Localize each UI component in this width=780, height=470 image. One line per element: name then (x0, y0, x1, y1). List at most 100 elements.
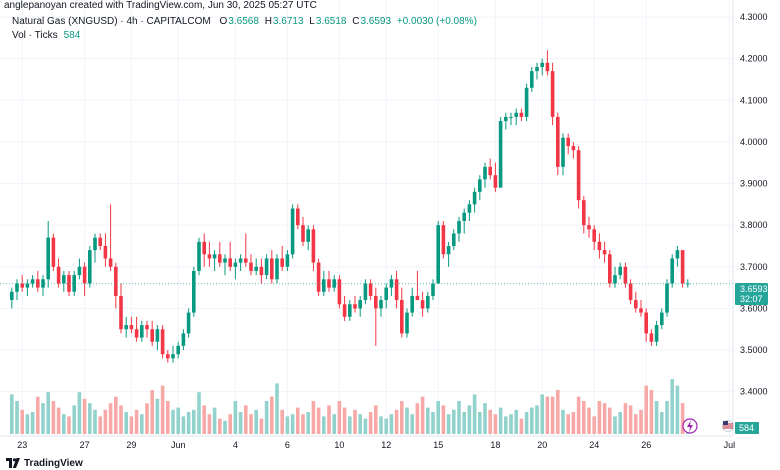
volume-bar (384, 418, 388, 434)
candle-body (296, 208, 300, 226)
price-tick-label: 4.1000 (740, 95, 768, 105)
volume-bar (337, 401, 342, 434)
time-tick-label: 6 (285, 440, 290, 450)
candle-body (155, 329, 160, 342)
candle-body (384, 287, 388, 301)
candle-body (628, 283, 633, 301)
candle-body (436, 225, 440, 284)
candle-body (363, 283, 368, 301)
lightning-icon[interactable] (682, 418, 698, 434)
candle-body (233, 262, 238, 267)
brand-name: TradingView (24, 457, 83, 469)
candle-body (285, 254, 290, 267)
volume-bar (171, 409, 175, 434)
candle-body (259, 266, 264, 276)
candle-body (400, 300, 404, 334)
volume-bar (30, 412, 35, 434)
volume-bar (467, 405, 472, 434)
volume-bar (348, 416, 352, 434)
volume-bar (124, 412, 128, 434)
candle-body (290, 208, 295, 255)
volume-bar (483, 403, 487, 434)
price-tick-label: 3.7000 (740, 262, 768, 272)
candle-body (639, 308, 643, 313)
candle-body (379, 300, 383, 309)
volume-value: 584 (63, 30, 81, 41)
candle-body (420, 300, 425, 309)
volume-bar (644, 385, 648, 434)
volume-bar (160, 385, 165, 434)
candle-body (181, 333, 186, 346)
chart-legend: Natural Gas (XNGUSD) · 4h · CAPITALCOM O… (12, 15, 480, 43)
candle-body (368, 283, 373, 296)
candle-body (192, 270, 196, 313)
close-value: 3.6593 (360, 16, 392, 27)
volume-bar (634, 414, 638, 434)
candle-body (311, 229, 316, 263)
volume-bar (514, 409, 518, 434)
candle-body (467, 204, 472, 213)
time-tick-label: 23 (17, 440, 27, 450)
flag-icon[interactable] (722, 420, 734, 432)
candle-body (316, 262, 321, 292)
brand[interactable]: TradingView (6, 456, 83, 470)
volume-bar (660, 412, 664, 434)
candle-body (280, 258, 284, 267)
candle-body (556, 116, 560, 167)
candle-body (680, 250, 685, 284)
volume-bar (597, 401, 602, 434)
volume-bar (62, 414, 66, 434)
candle-body (530, 71, 534, 88)
volume-bar (618, 412, 622, 434)
price-axis[interactable]: 4.3000 4.2000 4.1000 4.0000 3.9000 3.8000 3.70… (740, 12, 768, 397)
volume-bar (192, 409, 196, 434)
volume-bar (353, 409, 357, 434)
volume-bar (134, 409, 139, 434)
price-tick-label: 3.8000 (740, 220, 768, 230)
volume-bar (264, 401, 269, 434)
volume-bar (280, 409, 284, 434)
candle-body (660, 312, 664, 326)
candle-body (249, 262, 253, 271)
volume-bar (140, 414, 144, 434)
candle-body (197, 241, 201, 271)
volume-bar (207, 414, 212, 434)
volume-bar (613, 416, 617, 434)
volume-bar (10, 394, 14, 434)
symbol-title[interactable]: Natural Gas (XNGUSD) · 4h · CAPITALCOM (12, 16, 211, 27)
candle-body (441, 225, 446, 255)
candle-body (98, 237, 102, 246)
candle-body (337, 279, 342, 305)
volume-label[interactable]: Vol · Ticks (12, 30, 58, 41)
time-axis[interactable]: 23 27 29 Jun 4 6 10 12 15 18 20 24 26 Jul (17, 440, 735, 450)
open-label: O (219, 16, 228, 27)
volume-bar (524, 412, 529, 434)
candle-body (140, 325, 144, 338)
volume-bar (504, 416, 508, 434)
candle-body (514, 112, 518, 117)
volume-bar (582, 401, 586, 434)
volume-bar (410, 414, 414, 434)
candle-body (275, 258, 279, 280)
candle-body (77, 266, 82, 276)
volume-bar (103, 409, 108, 434)
tradingview-logo-icon (6, 458, 20, 468)
volume-bar (488, 409, 492, 434)
candle-body (228, 258, 232, 267)
candle-body (498, 121, 503, 188)
volume-bar (270, 396, 274, 434)
volume-bar (98, 416, 102, 434)
candle-body (212, 254, 217, 259)
candle-body (571, 146, 576, 151)
candle-body (223, 258, 227, 263)
volume-bar (368, 412, 373, 434)
candle-body (524, 87, 529, 117)
volume-bar (561, 409, 565, 434)
volume-bar (457, 401, 461, 434)
candle-body (129, 325, 134, 330)
volume-bar (472, 394, 477, 434)
price-tick-label: 3.9000 (740, 179, 768, 189)
volume-bar (550, 396, 555, 434)
volume-bar (441, 405, 446, 434)
